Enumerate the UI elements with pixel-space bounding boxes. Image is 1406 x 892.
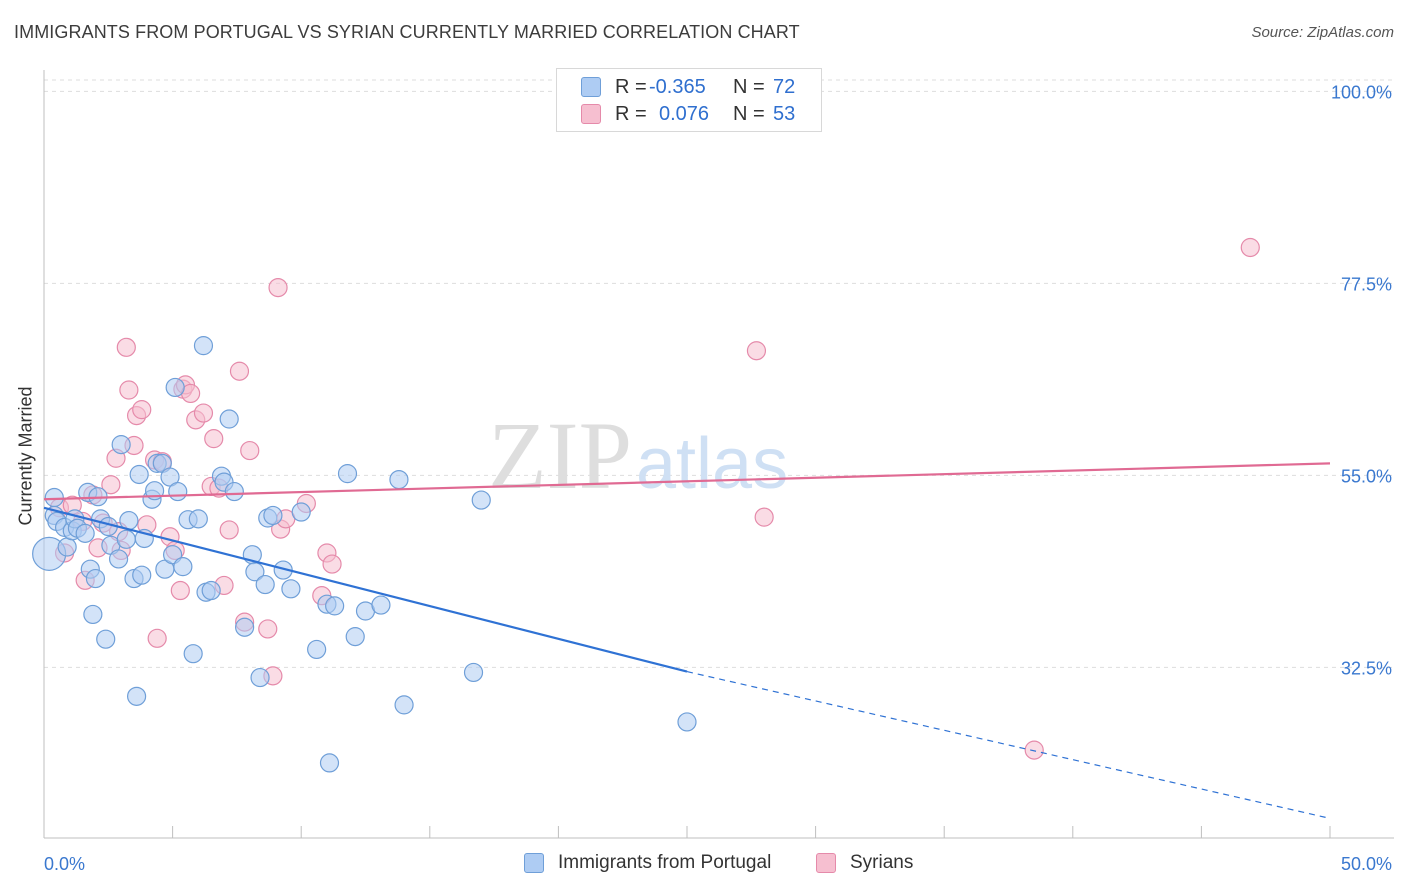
bottom-legend-label: Immigrants from Portugal (558, 852, 772, 873)
scatter-point (201, 580, 221, 601)
scatter-point (96, 629, 116, 649)
scatter-point (173, 557, 193, 577)
scatter-point (229, 361, 250, 381)
legend-swatch-pink (581, 104, 601, 124)
scatter-point (268, 278, 288, 298)
axes (43, 70, 1394, 839)
scatter-point (147, 628, 167, 648)
legend-r-value: 0.076 (659, 102, 710, 125)
scatter-point (677, 712, 697, 732)
tick-labels: 100.0% 77.5% 55.0% 32.5% 0.0% 50.0% (44, 82, 1392, 874)
scatter-point (132, 565, 152, 585)
trend-line-pink (43, 462, 1331, 501)
scatter-point (170, 580, 190, 601)
source-label: Source: ZipAtlas.com (1251, 24, 1394, 41)
scatter-point (165, 377, 185, 398)
scatter-point (116, 529, 136, 549)
scatter-point (255, 574, 275, 595)
legend-r-label: R = (615, 75, 647, 98)
scatter-point (245, 562, 265, 582)
scatter-point (394, 695, 414, 715)
y-tick-label: 32.5% (1341, 658, 1392, 678)
scatter-point (463, 662, 484, 683)
legend: R = -0.365 N = 72 R = 0.076 N = 53 (556, 68, 822, 132)
trend-lines (43, 462, 1331, 819)
legend-n-value: 53 (773, 102, 796, 125)
bottom-legend-swatch-pink (816, 853, 836, 873)
scatter-point (44, 487, 64, 508)
scatter-point (258, 619, 278, 639)
scatter-point (116, 337, 136, 357)
scatter-point (1024, 740, 1044, 760)
scatter-point (263, 505, 283, 526)
bottom-legend-label: Syrians (850, 852, 914, 873)
legend-r-label: R = (615, 102, 647, 125)
legend-n-value: 72 (773, 75, 796, 98)
scatter-point (193, 403, 214, 423)
scatter-point (83, 604, 103, 625)
scatter-point (235, 617, 255, 637)
x-tick-label: 0.0% (44, 854, 85, 874)
scatter-point (129, 464, 149, 485)
y-tick-label: 100.0% (1331, 82, 1392, 102)
scatter-point (754, 507, 774, 527)
scatter-point (57, 537, 77, 557)
trend-line-extension-blue (686, 671, 1331, 819)
scatter-point (325, 596, 345, 616)
scatter-point (132, 400, 152, 420)
scatter-point (281, 579, 301, 599)
scatter-point (1240, 237, 1260, 258)
scatter-point (240, 440, 260, 461)
legend-n-label: N = (733, 102, 765, 125)
bottom-legend-swatch-blue (524, 853, 544, 873)
bottom-legend-syrians[interactable]: Syrians (816, 852, 913, 874)
scatter-point (101, 475, 121, 495)
scatter-point (307, 639, 327, 660)
scatter-point (119, 380, 139, 400)
y-tick-label: 55.0% (1341, 466, 1392, 486)
scatter-point (471, 490, 491, 510)
scatter-point (224, 481, 244, 502)
watermark-zip: ZIP (488, 402, 632, 509)
scatter-point (250, 667, 270, 688)
scatter-point (183, 644, 203, 664)
scatter-point (389, 470, 409, 490)
bottom-legend-portugal[interactable]: Immigrants from Portugal (524, 852, 771, 874)
watermark: ZIP atlas (488, 402, 788, 509)
scatter-point (75, 523, 95, 543)
legend-row-syrians: R = 0.076 N = 53 (581, 102, 795, 126)
y-axis-label: Currently Married (15, 386, 36, 526)
legend-r-value: -0.365 (649, 75, 706, 98)
x-tick-label: 50.0% (1341, 854, 1392, 874)
scatter-point (126, 686, 147, 706)
scatter-point (108, 549, 129, 569)
legend-row-portugal: R = -0.365 N = 72 (581, 75, 795, 99)
scatter-point (85, 568, 106, 589)
scatter-point (111, 435, 131, 455)
y-tick-label: 77.5% (1341, 274, 1392, 294)
scatter-point (322, 554, 342, 574)
scatter-point (345, 627, 365, 647)
series-portugal (32, 336, 697, 773)
scatter-point (291, 502, 311, 522)
trend-line-blue (43, 506, 688, 673)
scatter-point (168, 481, 188, 502)
legend-n-label: N = (733, 75, 765, 98)
scatter-point (219, 409, 239, 429)
chart-title: IMMIGRANTS FROM PORTUGAL VS SYRIAN CURRE… (14, 22, 800, 42)
bottom-legend: Immigrants from Portugal Syrians (0, 852, 1406, 878)
scatter-point (337, 464, 358, 484)
scatter-point (371, 595, 391, 615)
watermark-atlas: atlas (636, 424, 788, 504)
scatter-point (188, 509, 208, 529)
scatter-point (219, 520, 239, 540)
scatter-point (204, 429, 224, 449)
scatter-point (193, 336, 214, 356)
scatter-point (746, 341, 767, 361)
legend-swatch-blue (581, 77, 601, 97)
scatter-point (319, 753, 340, 773)
